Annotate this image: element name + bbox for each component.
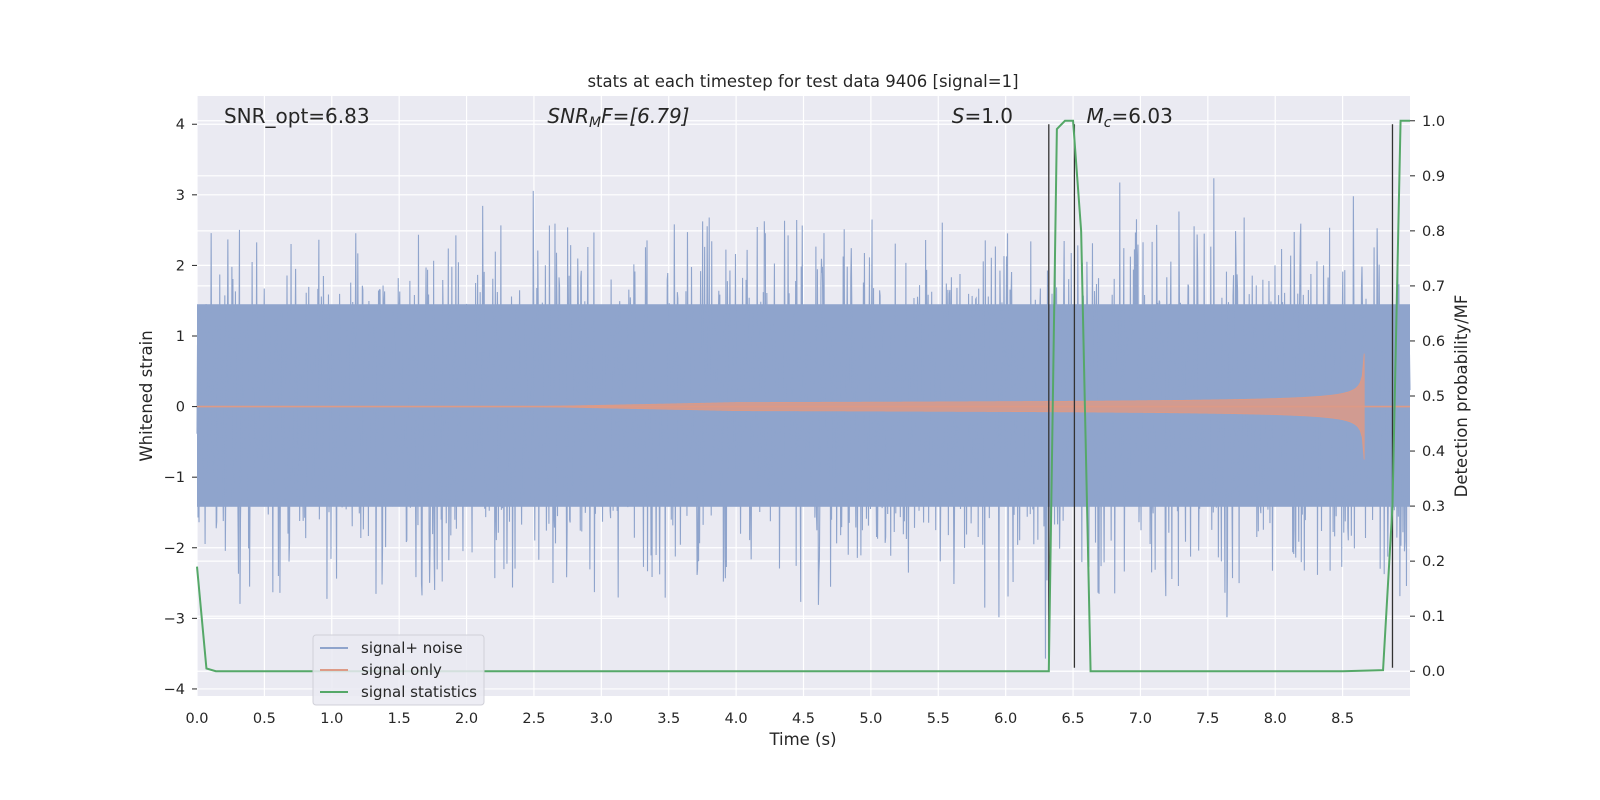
y-tick-label: 3 [176, 188, 185, 204]
annotation-main: SNR [547, 104, 589, 128]
x-tick-label: 1.0 [320, 711, 343, 727]
y-tick-label: −3 [164, 611, 185, 627]
y-tick-label: −4 [164, 682, 185, 698]
series-signal-statistics [196, 119, 1410, 673]
y2-tick-label: 0.0 [1422, 664, 1445, 680]
annotation-value: =1.0 [964, 104, 1013, 128]
x-axis-label: Time (s) [768, 730, 836, 749]
annotation-subscript: c [1104, 115, 1112, 131]
x-axis-ticks: 0.0 0.5 1.0 1.5 2.0 2.5 3.0 3.5 4.0 4.5 5.0 5.5 6.0 6… [185, 711, 1354, 727]
annotations: SNR_opt=6.83 SNRMF=[6.79] S=1.0 Mc=6.03 [224, 104, 1173, 131]
legend-box [312, 634, 485, 706]
annotation-main: M [1087, 104, 1104, 128]
y2-tick-label: 0.9 [1422, 169, 1445, 185]
x-tick-label: 7.5 [1196, 711, 1219, 727]
vertical-markers [1048, 124, 1394, 668]
y2-tick-label: 0.3 [1422, 499, 1445, 515]
x-tick-label: 5.5 [927, 711, 950, 727]
y2-tick-label: 1.0 [1422, 114, 1445, 130]
x-tick-label: 6.5 [1062, 711, 1085, 727]
y2-tick-label: 0.6 [1422, 334, 1445, 350]
y-tick-label: 0 [176, 400, 185, 416]
x-tick-label: 8.5 [1331, 711, 1354, 727]
legend-label-signal-statistics: signal statistics [361, 683, 477, 701]
annotation-main: SNR_opt=6.83 [224, 104, 370, 128]
x-tick-label: 3.0 [590, 711, 613, 727]
x-tick-label: 1.5 [388, 711, 411, 727]
x-tick-label: 0.0 [185, 711, 208, 727]
x-tick-label: 2.5 [522, 711, 545, 727]
y-axis-label: Whitened strain [137, 330, 156, 461]
y2-axis-ticks: 0.0 0.1 0.2 0.3 0.4 0.5 0.6 0.7 0.8 0.9 1.0 [1410, 114, 1445, 680]
y2-tick-label: 0.7 [1422, 279, 1445, 295]
y-axis-ticks: −4 −3 −2 −1 0 1 2 3 4 [164, 117, 197, 698]
annotation-value: =6.03 [1112, 104, 1173, 128]
chart-title: stats at each timestep for test data 940… [587, 72, 1018, 91]
x-tick-label: 6.0 [994, 711, 1017, 727]
legend: signal+ noise signal only signal statist… [312, 634, 485, 706]
y2-tick-label: 0.5 [1422, 389, 1445, 405]
y-tick-label: −1 [164, 470, 185, 486]
y-tick-label: 1 [176, 329, 185, 345]
x-tick-label: 3.5 [657, 711, 680, 727]
annotation-value: F=[6.79] [601, 104, 689, 128]
y2-tick-label: 0.4 [1422, 444, 1445, 460]
series-signal-only [197, 353, 1410, 460]
annotation: SNRMF=[6.79] [547, 104, 689, 131]
x-tick-label: 5.0 [859, 711, 882, 727]
x-tick-label: 7.0 [1129, 711, 1152, 727]
x-tick-label: 2.0 [455, 711, 478, 727]
legend-label-signal-noise: signal+ noise [361, 639, 463, 657]
legend-label-signal-only: signal only [361, 661, 442, 679]
y-tick-label: 4 [176, 117, 185, 133]
y2-axis-label: Detection probability/MF [1452, 295, 1471, 498]
y2-tick-label: 0.8 [1422, 224, 1445, 240]
annotation-subscript: M [589, 115, 601, 131]
x-tick-label: 4.5 [792, 711, 815, 727]
x-tick-label: 8.0 [1264, 711, 1287, 727]
y-tick-label: −2 [164, 541, 185, 557]
annotation: S=1.0 [952, 104, 1013, 128]
y-tick-label: 2 [176, 258, 185, 274]
y2-tick-label: 0.2 [1422, 554, 1445, 570]
noise-trace [196, 178, 1411, 659]
statistics-line [196, 119, 1410, 673]
annotation: Mc=6.03 [1087, 104, 1173, 131]
y2-tick-label: 0.1 [1422, 609, 1445, 625]
annotation: SNR_opt=6.83 [224, 104, 370, 128]
annotation-main: S [952, 104, 965, 128]
x-tick-label: 4.0 [725, 711, 748, 727]
x-tick-label: 0.5 [253, 711, 276, 727]
